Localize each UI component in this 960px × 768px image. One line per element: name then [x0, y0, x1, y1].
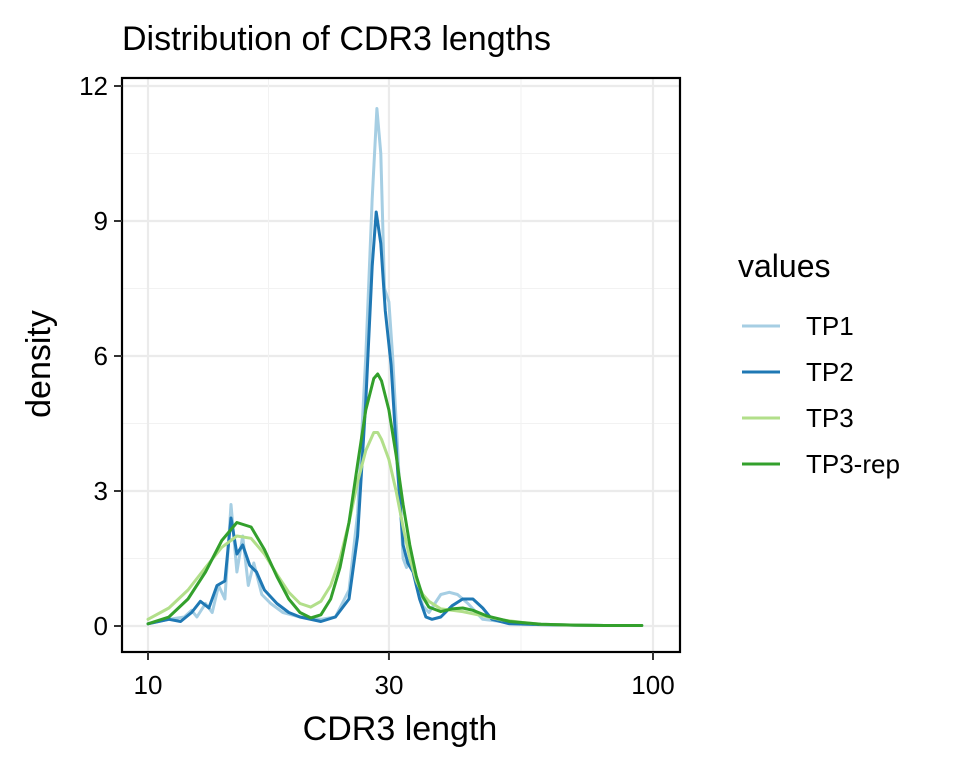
series-layer: [146, 107, 644, 627]
x-tick-label: 30: [374, 670, 403, 700]
series-line-tp2: [146, 210, 644, 627]
legend-label: TP1: [806, 311, 854, 341]
x-axis-label: CDR3 length: [303, 710, 498, 748]
legend-label: TP2: [806, 357, 854, 387]
legend-label: TP3: [806, 403, 854, 433]
x-axis: 10 30 100: [134, 652, 675, 700]
legend-title: values: [738, 248, 831, 284]
y-axis-label: density: [20, 310, 58, 418]
plot-panel-border: [120, 76, 682, 654]
series-line-tp3: [146, 431, 644, 627]
legend-label: TP3-rep: [806, 449, 900, 479]
legend: values TP1 TP2 TP3 TP3-rep: [738, 248, 900, 479]
y-tick-label: 3: [94, 476, 108, 506]
x-tick-label: 10: [134, 670, 163, 700]
series-line-tp3-rep: [146, 372, 644, 627]
chart-title: Distribution of CDR3 lengths: [122, 20, 551, 58]
x-tick-label: 100: [631, 670, 674, 700]
y-tick-label: 0: [94, 611, 108, 641]
series-line-tp1: [146, 107, 644, 627]
y-tick-label: 6: [94, 341, 108, 371]
y-tick-label: 9: [94, 206, 108, 236]
y-axis: 0 3 6 9 12: [79, 71, 122, 641]
y-tick-label: 12: [79, 71, 108, 101]
